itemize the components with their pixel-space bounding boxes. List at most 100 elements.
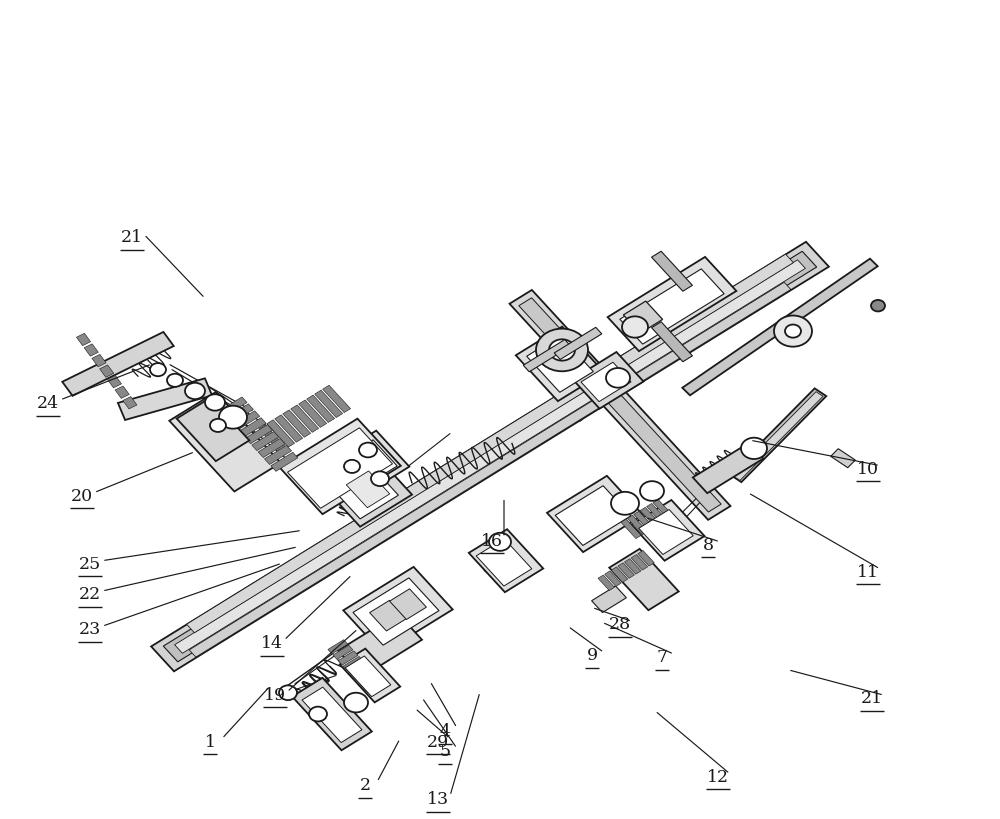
Polygon shape xyxy=(693,443,763,494)
Polygon shape xyxy=(638,551,654,566)
Polygon shape xyxy=(233,411,260,430)
Polygon shape xyxy=(831,449,855,468)
Text: 8: 8 xyxy=(702,536,714,553)
Polygon shape xyxy=(359,673,378,687)
Text: 1: 1 xyxy=(205,733,216,749)
Text: 5: 5 xyxy=(439,743,451,759)
Text: 9: 9 xyxy=(586,647,598,663)
Polygon shape xyxy=(163,252,817,662)
Polygon shape xyxy=(592,586,626,613)
Text: 23: 23 xyxy=(79,621,101,637)
Polygon shape xyxy=(652,323,692,362)
Polygon shape xyxy=(271,453,298,472)
Text: 21: 21 xyxy=(861,690,883,706)
Polygon shape xyxy=(581,363,631,402)
Polygon shape xyxy=(62,333,174,396)
Polygon shape xyxy=(609,550,679,610)
Polygon shape xyxy=(370,600,406,631)
Polygon shape xyxy=(115,387,129,399)
Polygon shape xyxy=(100,365,114,378)
Polygon shape xyxy=(364,679,384,693)
Polygon shape xyxy=(523,340,571,373)
Polygon shape xyxy=(334,467,398,519)
Polygon shape xyxy=(258,439,285,458)
Circle shape xyxy=(741,438,767,459)
Polygon shape xyxy=(123,397,137,410)
Polygon shape xyxy=(76,334,91,346)
Text: 10: 10 xyxy=(857,460,879,477)
Polygon shape xyxy=(323,386,351,413)
Text: 11: 11 xyxy=(857,563,879,580)
Polygon shape xyxy=(623,301,663,334)
Polygon shape xyxy=(348,663,368,676)
Circle shape xyxy=(606,369,630,388)
Polygon shape xyxy=(555,486,631,545)
Polygon shape xyxy=(608,258,736,351)
Circle shape xyxy=(279,686,297,700)
Polygon shape xyxy=(84,345,98,357)
Polygon shape xyxy=(476,539,532,586)
Polygon shape xyxy=(275,415,303,442)
Polygon shape xyxy=(226,405,253,423)
Polygon shape xyxy=(519,298,721,513)
Polygon shape xyxy=(324,455,412,527)
Text: 13: 13 xyxy=(427,790,449,807)
Polygon shape xyxy=(315,391,343,418)
Polygon shape xyxy=(527,336,593,393)
Polygon shape xyxy=(328,640,348,654)
Polygon shape xyxy=(288,428,392,509)
Text: 7: 7 xyxy=(656,649,668,665)
Polygon shape xyxy=(621,519,641,539)
Polygon shape xyxy=(605,571,621,586)
Polygon shape xyxy=(572,352,644,410)
Text: 29: 29 xyxy=(427,733,449,749)
Circle shape xyxy=(309,707,327,722)
Polygon shape xyxy=(353,667,373,682)
Polygon shape xyxy=(239,419,266,437)
Polygon shape xyxy=(631,555,648,570)
Text: 24: 24 xyxy=(37,395,59,411)
Text: 25: 25 xyxy=(79,555,101,572)
Circle shape xyxy=(371,472,389,486)
Polygon shape xyxy=(682,260,878,396)
Polygon shape xyxy=(639,510,693,554)
Polygon shape xyxy=(598,575,615,590)
Text: 16: 16 xyxy=(481,532,503,549)
Polygon shape xyxy=(264,446,292,465)
Circle shape xyxy=(150,364,166,377)
Polygon shape xyxy=(107,376,122,388)
Polygon shape xyxy=(345,656,391,697)
Text: 20: 20 xyxy=(71,487,93,504)
Circle shape xyxy=(167,374,183,387)
Polygon shape xyxy=(343,568,453,653)
Polygon shape xyxy=(620,269,724,345)
Polygon shape xyxy=(259,425,287,453)
Text: 21: 21 xyxy=(121,229,143,246)
Circle shape xyxy=(359,443,377,458)
Polygon shape xyxy=(340,649,400,703)
Polygon shape xyxy=(343,657,363,671)
Polygon shape xyxy=(618,563,634,578)
Polygon shape xyxy=(283,410,311,437)
Circle shape xyxy=(785,325,801,338)
Polygon shape xyxy=(346,472,390,508)
Polygon shape xyxy=(299,400,327,428)
Text: 28: 28 xyxy=(609,616,631,632)
Polygon shape xyxy=(547,476,643,553)
Polygon shape xyxy=(510,291,730,520)
Circle shape xyxy=(344,693,368,713)
Polygon shape xyxy=(624,559,641,574)
Polygon shape xyxy=(338,651,358,665)
Polygon shape xyxy=(307,396,335,423)
Polygon shape xyxy=(279,419,401,514)
Text: 12: 12 xyxy=(707,768,729,785)
Polygon shape xyxy=(252,432,279,451)
Polygon shape xyxy=(169,392,281,492)
Polygon shape xyxy=(151,242,829,672)
Circle shape xyxy=(219,406,247,429)
Polygon shape xyxy=(245,425,272,444)
Polygon shape xyxy=(469,530,543,592)
Polygon shape xyxy=(554,328,602,360)
Polygon shape xyxy=(338,613,422,677)
Polygon shape xyxy=(627,516,647,535)
